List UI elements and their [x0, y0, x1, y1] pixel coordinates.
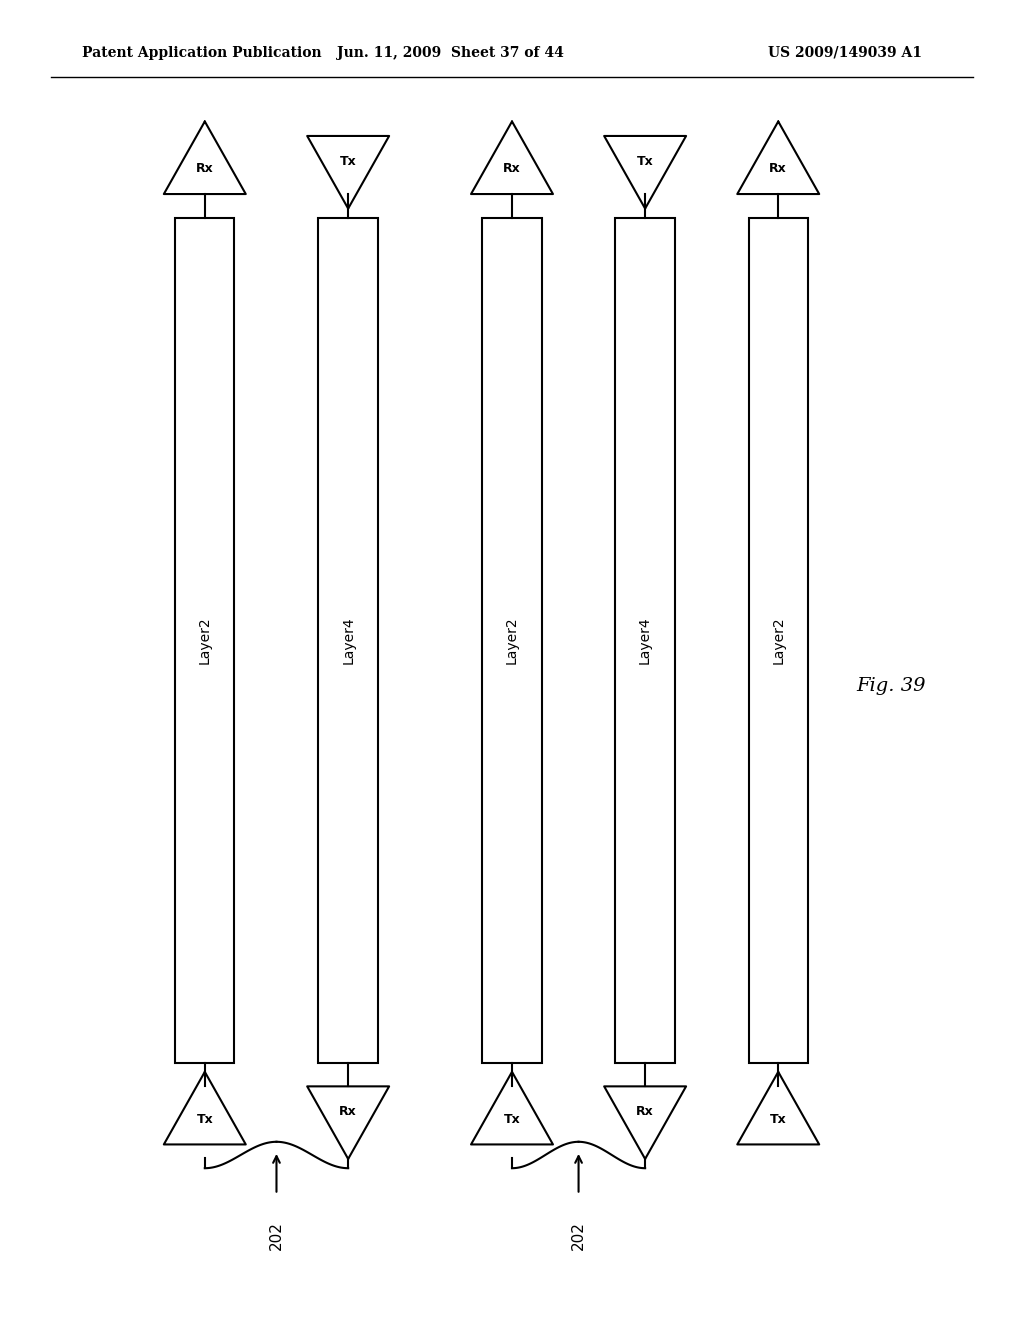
Text: Tx: Tx	[340, 154, 356, 168]
Text: Tx: Tx	[197, 1113, 213, 1126]
Text: Layer2: Layer2	[505, 616, 519, 664]
Text: US 2009/149039 A1: US 2009/149039 A1	[768, 46, 922, 59]
Text: 202: 202	[571, 1221, 586, 1250]
Text: 202: 202	[269, 1221, 284, 1250]
Text: Tx: Tx	[770, 1113, 786, 1126]
Bar	[482, 218, 542, 1063]
Bar	[749, 218, 808, 1063]
Text: Layer2: Layer2	[771, 616, 785, 664]
Text: Tx: Tx	[504, 1113, 520, 1126]
Text: Patent Application Publication: Patent Application Publication	[82, 46, 322, 59]
Bar	[175, 218, 234, 1063]
Text: Rx: Rx	[769, 162, 787, 176]
Text: Tx: Tx	[637, 154, 653, 168]
Bar	[318, 218, 378, 1063]
Text: Layer2: Layer2	[198, 616, 212, 664]
Text: Rx: Rx	[636, 1105, 654, 1118]
Text: Fig. 39: Fig. 39	[856, 677, 926, 696]
Text: Rx: Rx	[196, 162, 214, 176]
Text: Layer4: Layer4	[341, 616, 355, 664]
Text: Rx: Rx	[503, 162, 521, 176]
Text: Rx: Rx	[339, 1105, 357, 1118]
Bar	[615, 218, 675, 1063]
Text: Jun. 11, 2009  Sheet 37 of 44: Jun. 11, 2009 Sheet 37 of 44	[337, 46, 564, 59]
Text: Layer4: Layer4	[638, 616, 652, 664]
